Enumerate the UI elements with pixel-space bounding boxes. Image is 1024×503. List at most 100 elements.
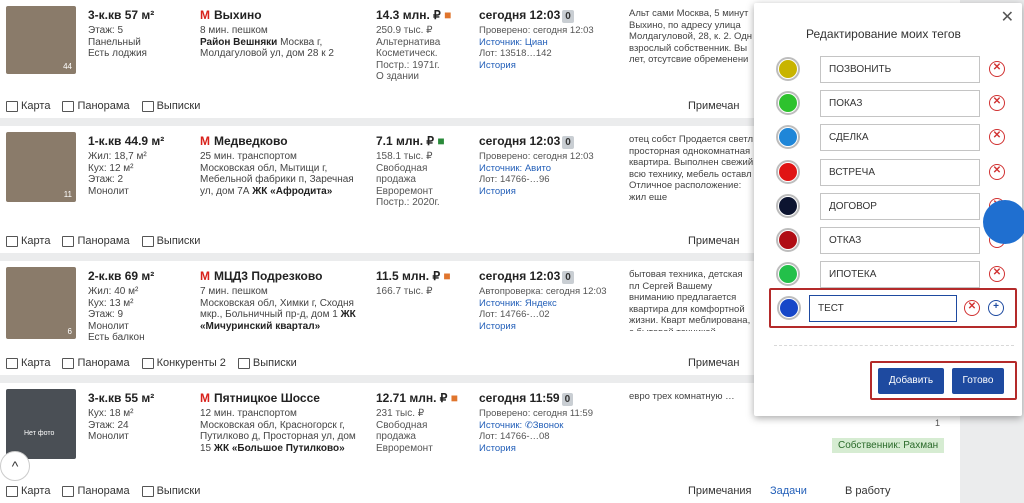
tag-color-dot[interactable] [776,228,800,252]
listing-title[interactable]: 1-к.кв 44.9 м² [88,134,165,148]
notes-button[interactable]: Примечания [688,485,752,497]
photo-count: 44 [63,62,72,71]
tag-input[interactable]: ПОКАЗ [820,90,980,117]
listing-description: Альт сами Москва, 5 минут Выхино, по адр… [629,8,753,65]
complex-link[interactable]: ЖК «Афродита» [252,185,333,197]
price-info-line: 158.1 тыс. ₽ [376,151,433,162]
tag-color-dot[interactable] [776,57,800,81]
listing-photo[interactable]: Нет фото [6,389,76,459]
action-button[interactable]: Выписки [141,485,200,497]
scroll-up-icon[interactable]: ^ [0,451,30,481]
address-block: 7 мин. пешком Московская обл, Химки г, Сх… [200,286,365,332]
listing-photo[interactable]: 6 [6,267,76,339]
action-button[interactable]: Панорама [62,235,130,247]
tag-input[interactable]: ВСТРЕЧА [820,159,980,186]
action-icon [6,357,18,369]
remove-new-tag-icon[interactable]: ✕ [964,300,980,316]
add-circle-icon[interactable]: + [988,300,1004,316]
listing-photo[interactable]: 44 [6,6,76,74]
listing-details: Этаж: 5 Панельный Есть лоджия [88,25,188,60]
tag-color-dot[interactable] [776,194,800,218]
tag-input[interactable]: ИПОТЕКА [820,261,980,288]
transport-info: 8 мин. пешком [200,25,268,36]
source-line[interactable]: История [479,320,516,332]
new-tag-color-picker[interactable] [777,296,801,320]
listing-description: евро трех комнатную … [629,391,735,402]
source-line: Проверено: сегодня 12:03 [479,25,594,36]
notes-button[interactable]: Примечан [688,100,740,112]
thumb-down-icon[interactable]: ■ [443,269,451,283]
source-line[interactable]: История [479,442,516,454]
thumb-up-icon[interactable]: ■ [437,134,445,148]
notes-button[interactable]: Примечан [688,235,740,247]
action-button[interactable]: Панорама [62,485,130,497]
action-button[interactable]: Карта [6,100,50,112]
action-button[interactable]: Панорама [62,100,130,112]
listing-photo[interactable]: 11 [6,132,76,202]
tasks-button[interactable]: Задачи [770,485,807,497]
address-text: Московская обл, Химки г, Сходня мкр., Бо… [200,297,354,321]
detail-line: Панельный [88,36,141,48]
tag-color-dot[interactable] [776,160,800,184]
tag-input[interactable]: СДЕЛКА [820,124,980,151]
tag-input[interactable]: ПОЗВОНИТЬ [820,56,980,83]
action-button[interactable]: Выписки [141,100,200,112]
action-button[interactable]: Выписки [237,357,297,369]
metro-icon: М [200,134,210,148]
source-line: Лот: 14766-…96 [479,174,550,185]
action-icon [141,357,154,369]
count-badge: 0 [561,393,574,406]
district-link[interactable]: Район Вешняки [200,36,278,48]
notes-button[interactable]: Примечан [688,357,740,369]
close-icon[interactable]: ✕ [1000,9,1014,26]
address-block: 25 мин. транспортом Московская обл, Мытищ… [200,151,365,197]
source-line: Лот: 14766-…02 [479,309,550,320]
remove-tag-icon[interactable]: ✕ [989,95,1005,111]
to-work-button[interactable]: В работу [845,485,891,497]
source-line[interactable]: История [479,185,516,197]
price-info: 166.7 тыс. ₽ [376,286,471,298]
done-button[interactable]: Готово [952,368,1004,394]
tag-color-dot[interactable] [776,125,800,149]
action-icon [141,235,154,247]
action-button[interactable]: Карта [6,235,50,247]
source-info: Автопроверка: сегодня 12:03 Источник: Янд… [479,286,614,332]
action-button[interactable]: Панорама [62,357,130,369]
detail-line: Кух: 18 м² [88,408,134,419]
action-button[interactable]: Выписки [141,235,200,247]
complex-link[interactable]: ЖК «Большое Путилково» [213,442,345,454]
new-tag-input[interactable]: ТЕСТ [809,295,957,322]
tag-color-dot[interactable] [776,262,800,286]
count-badge: 0 [562,10,574,23]
listing-actions: Карта Панорама Выписки [6,235,200,247]
remove-tag-icon[interactable]: ✕ [989,61,1005,77]
source-line: Лот: 14766-…08 [479,431,550,442]
remove-tag-icon[interactable]: ✕ [989,129,1005,145]
add-button[interactable]: Добавить [878,368,944,394]
action-button[interactable]: Карта [6,357,50,369]
price-info-line: продажа [376,431,416,442]
listing-title[interactable]: 2-к.кв 69 м² [88,269,155,283]
action-button[interactable]: Конкуренты 2 [141,357,226,369]
source-line[interactable]: История [479,59,516,71]
thumb-down-icon[interactable]: ■ [450,391,459,405]
remove-tag-icon[interactable]: ✕ [989,266,1005,282]
remove-tag-icon[interactable]: ✕ [989,164,1005,180]
complex-link[interactable]: ЖК «Мичуринский квартал» [200,309,356,332]
listing-title[interactable]: 3-к.кв 55 м² [88,391,155,405]
listing-details: Жил: 40 м² Кух: 13 м² Этаж: 9 Монолит Есть б… [88,286,188,344]
thumb-down-icon[interactable]: ■ [444,8,452,22]
metro-station: М МЦД3 Подрезково [200,269,323,283]
action-button[interactable]: Карта [6,485,50,497]
tag-color-dot[interactable] [776,91,800,115]
action-icon [237,357,250,369]
listing-title[interactable]: 3-к.кв 57 м² [88,8,155,22]
action-icon [141,485,154,497]
price: 12.71 млн. ₽ ■ [376,391,459,405]
detail-line: Монолит [88,431,129,442]
metro-icon: М [200,8,210,22]
tag-input[interactable]: ОТКАЗ [820,227,980,254]
tag-input[interactable]: ДОГОВОР [820,193,980,220]
detail-line: Жил: 40 м² [88,286,139,297]
phone-fab[interactable] [983,200,1024,244]
